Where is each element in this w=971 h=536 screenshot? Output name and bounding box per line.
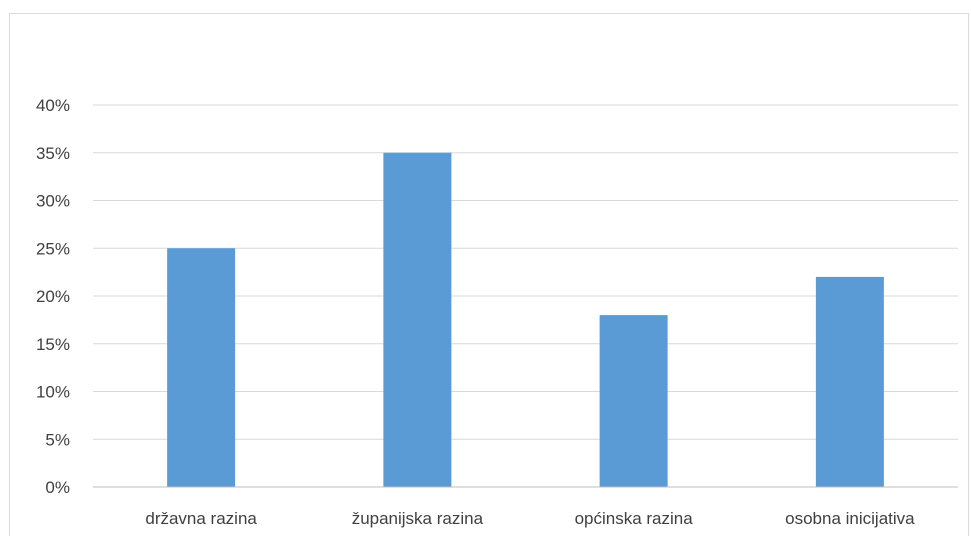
bar [383,152,452,487]
y-tick-label: 35% [36,144,70,163]
bar [815,276,884,487]
bar [599,315,668,487]
y-tick-label: 15% [36,335,70,354]
y-tick-label: 5% [45,430,70,449]
y-tick-label: 0% [45,478,70,497]
x-tick-label: osobna inicijativa [785,509,915,528]
x-axis-labels: državna razina županijska razina općinska … [145,509,915,528]
x-tick-label: općinska razina [575,509,694,528]
y-axis-ticks: 0% 5% 10% 15% 20% 25% 30% 35% 40% [36,96,70,497]
y-tick-label: 10% [36,383,70,402]
y-tick-label: 25% [36,239,70,258]
gridlines [93,104,958,440]
x-tick-label: županijska razina [352,509,484,528]
x-tick-label: državna razina [145,509,257,528]
y-tick-label: 20% [36,287,70,306]
y-tick-label: 40% [36,96,70,115]
y-tick-label: 30% [36,192,70,211]
bar [167,248,236,487]
bars [167,152,884,487]
